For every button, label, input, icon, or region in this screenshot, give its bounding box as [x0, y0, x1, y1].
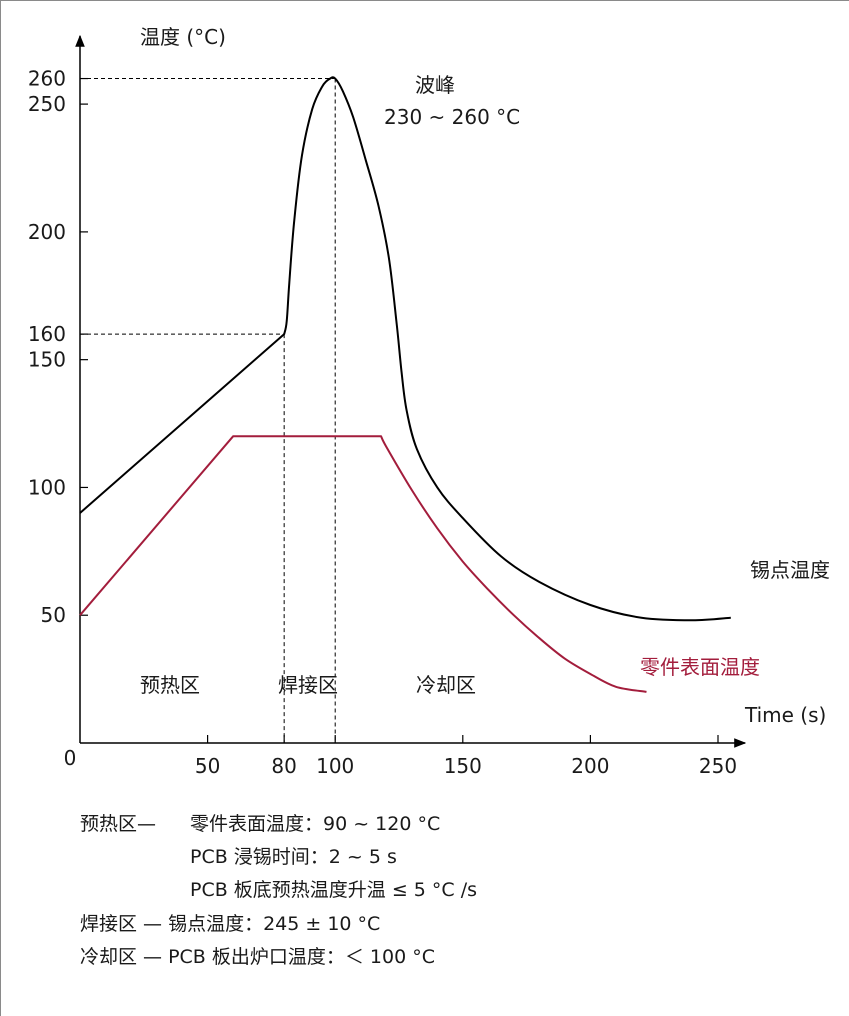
x-tick-label-100: 100	[316, 754, 354, 778]
note-soldering: 焊接区 — 锡点温度：245 ± 10 °C	[80, 913, 380, 935]
x-tick-label-150: 150	[444, 754, 482, 778]
series-line-solder-point	[79, 76, 731, 622]
zone-label-cooling: 冷却区	[416, 673, 476, 697]
x-tick-label-200: 200	[571, 754, 609, 778]
y-axis-title: 温度 (°C)	[140, 25, 226, 49]
zone-label-soldering: 焊接区	[278, 673, 338, 697]
y-tick-label-100: 100	[28, 475, 66, 499]
note-preheat-line2: PCB 浸锡时间：2 ~ 5 s	[190, 846, 397, 868]
y-tick-label-250: 250	[28, 92, 66, 116]
y-tick-label-260: 260	[28, 67, 66, 91]
y-tick-label-200: 200	[28, 220, 66, 244]
x-tick-label-250: 250	[699, 754, 737, 778]
series-line-component-surface	[79, 435, 647, 693]
x-tick-label-50: 50	[195, 754, 220, 778]
x-axis-title: Time (s)	[744, 703, 826, 727]
note-preheat-line3: PCB 板底预热温度升温 ≤ 5 °C /s	[190, 879, 477, 901]
note-preheat-title: 预热区—	[80, 813, 156, 835]
zone-notes: 预热区— 零件表面温度：90 ~ 120 °C PCB 浸锡时间：2 ~ 5 s…	[80, 813, 477, 968]
reference-lines	[80, 78, 336, 743]
origin-label: 0	[64, 746, 77, 770]
x-tick-label-80: 80	[271, 754, 296, 778]
series-group	[79, 76, 731, 693]
axis-ticks	[80, 77, 719, 743]
y-tick-label-160: 160	[28, 322, 66, 346]
zone-label-preheat: 预热区	[140, 673, 200, 697]
series-label-component-surface: 零件表面温度	[640, 655, 760, 679]
axes	[75, 34, 747, 748]
series-label-solder-point: 锡点温度	[750, 558, 830, 582]
peak-range: 230 ~ 260 °C	[384, 105, 520, 129]
y-tick-label-150: 150	[28, 348, 66, 372]
peak-title: 波峰	[415, 73, 455, 97]
note-preheat-line1: 零件表面温度：90 ~ 120 °C	[190, 813, 440, 835]
note-cooling: 冷却区 — PCB 板出炉口温度：＜ 100 °C	[80, 946, 435, 968]
y-tick-label-50: 50	[41, 603, 66, 627]
